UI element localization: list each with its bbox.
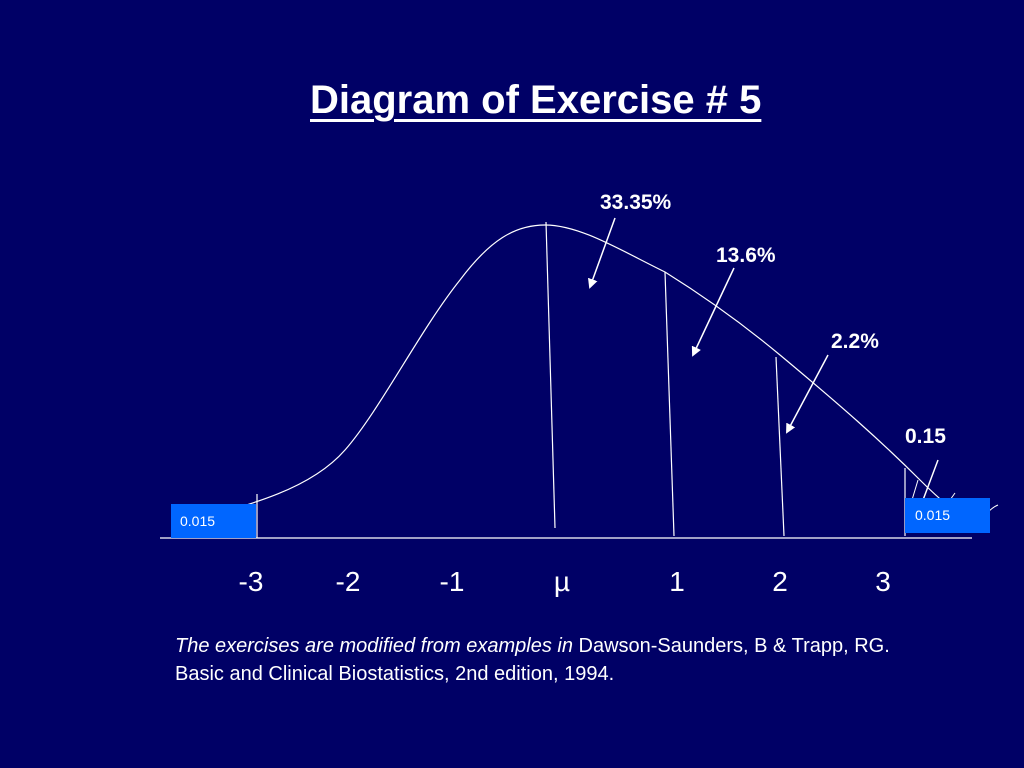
label-region-2-3: 2.2%: [831, 330, 879, 353]
tick-label: µ: [554, 566, 570, 597]
divider-plus-2: [775, 356, 785, 537]
page-title: Diagram of Exercise # 5: [310, 78, 762, 122]
divider-plus-1: [664, 271, 675, 537]
left-tail-box: 0.015: [171, 504, 256, 538]
arrow-0-15: [922, 459, 939, 501]
tick-label: 2: [772, 566, 788, 597]
label-region-1-2: 13.6%: [716, 244, 776, 267]
right-tail-box: 0.015: [905, 498, 990, 533]
tail-mark-a: [911, 479, 919, 501]
citation-reference: Dawson-Saunders, B & Trapp, RG. Basic an…: [175, 635, 890, 685]
arrow-33-35: [588, 217, 616, 289]
arrow-13-6: [691, 267, 735, 357]
arrow-2-2: [786, 354, 829, 434]
label-region-0-1: 33.35%: [600, 191, 672, 214]
tick-label: 1: [669, 566, 685, 597]
tick-label: -1: [440, 566, 465, 597]
tick-label: -3: [239, 566, 264, 597]
right-tail-box-label: 0.015: [915, 507, 950, 523]
tick-label: 3: [875, 566, 891, 597]
label-tail-beyond-3: 0.15: [905, 425, 946, 448]
distribution-curve: [174, 224, 976, 529]
divider-mean: [545, 221, 556, 529]
tick-label: -2: [336, 566, 361, 597]
citation-intro: The exercises are modified from examples…: [175, 635, 573, 657]
left-tail-box-label: 0.015: [180, 513, 215, 529]
citation-footnote: The exercises are modified from examples…: [175, 632, 895, 688]
